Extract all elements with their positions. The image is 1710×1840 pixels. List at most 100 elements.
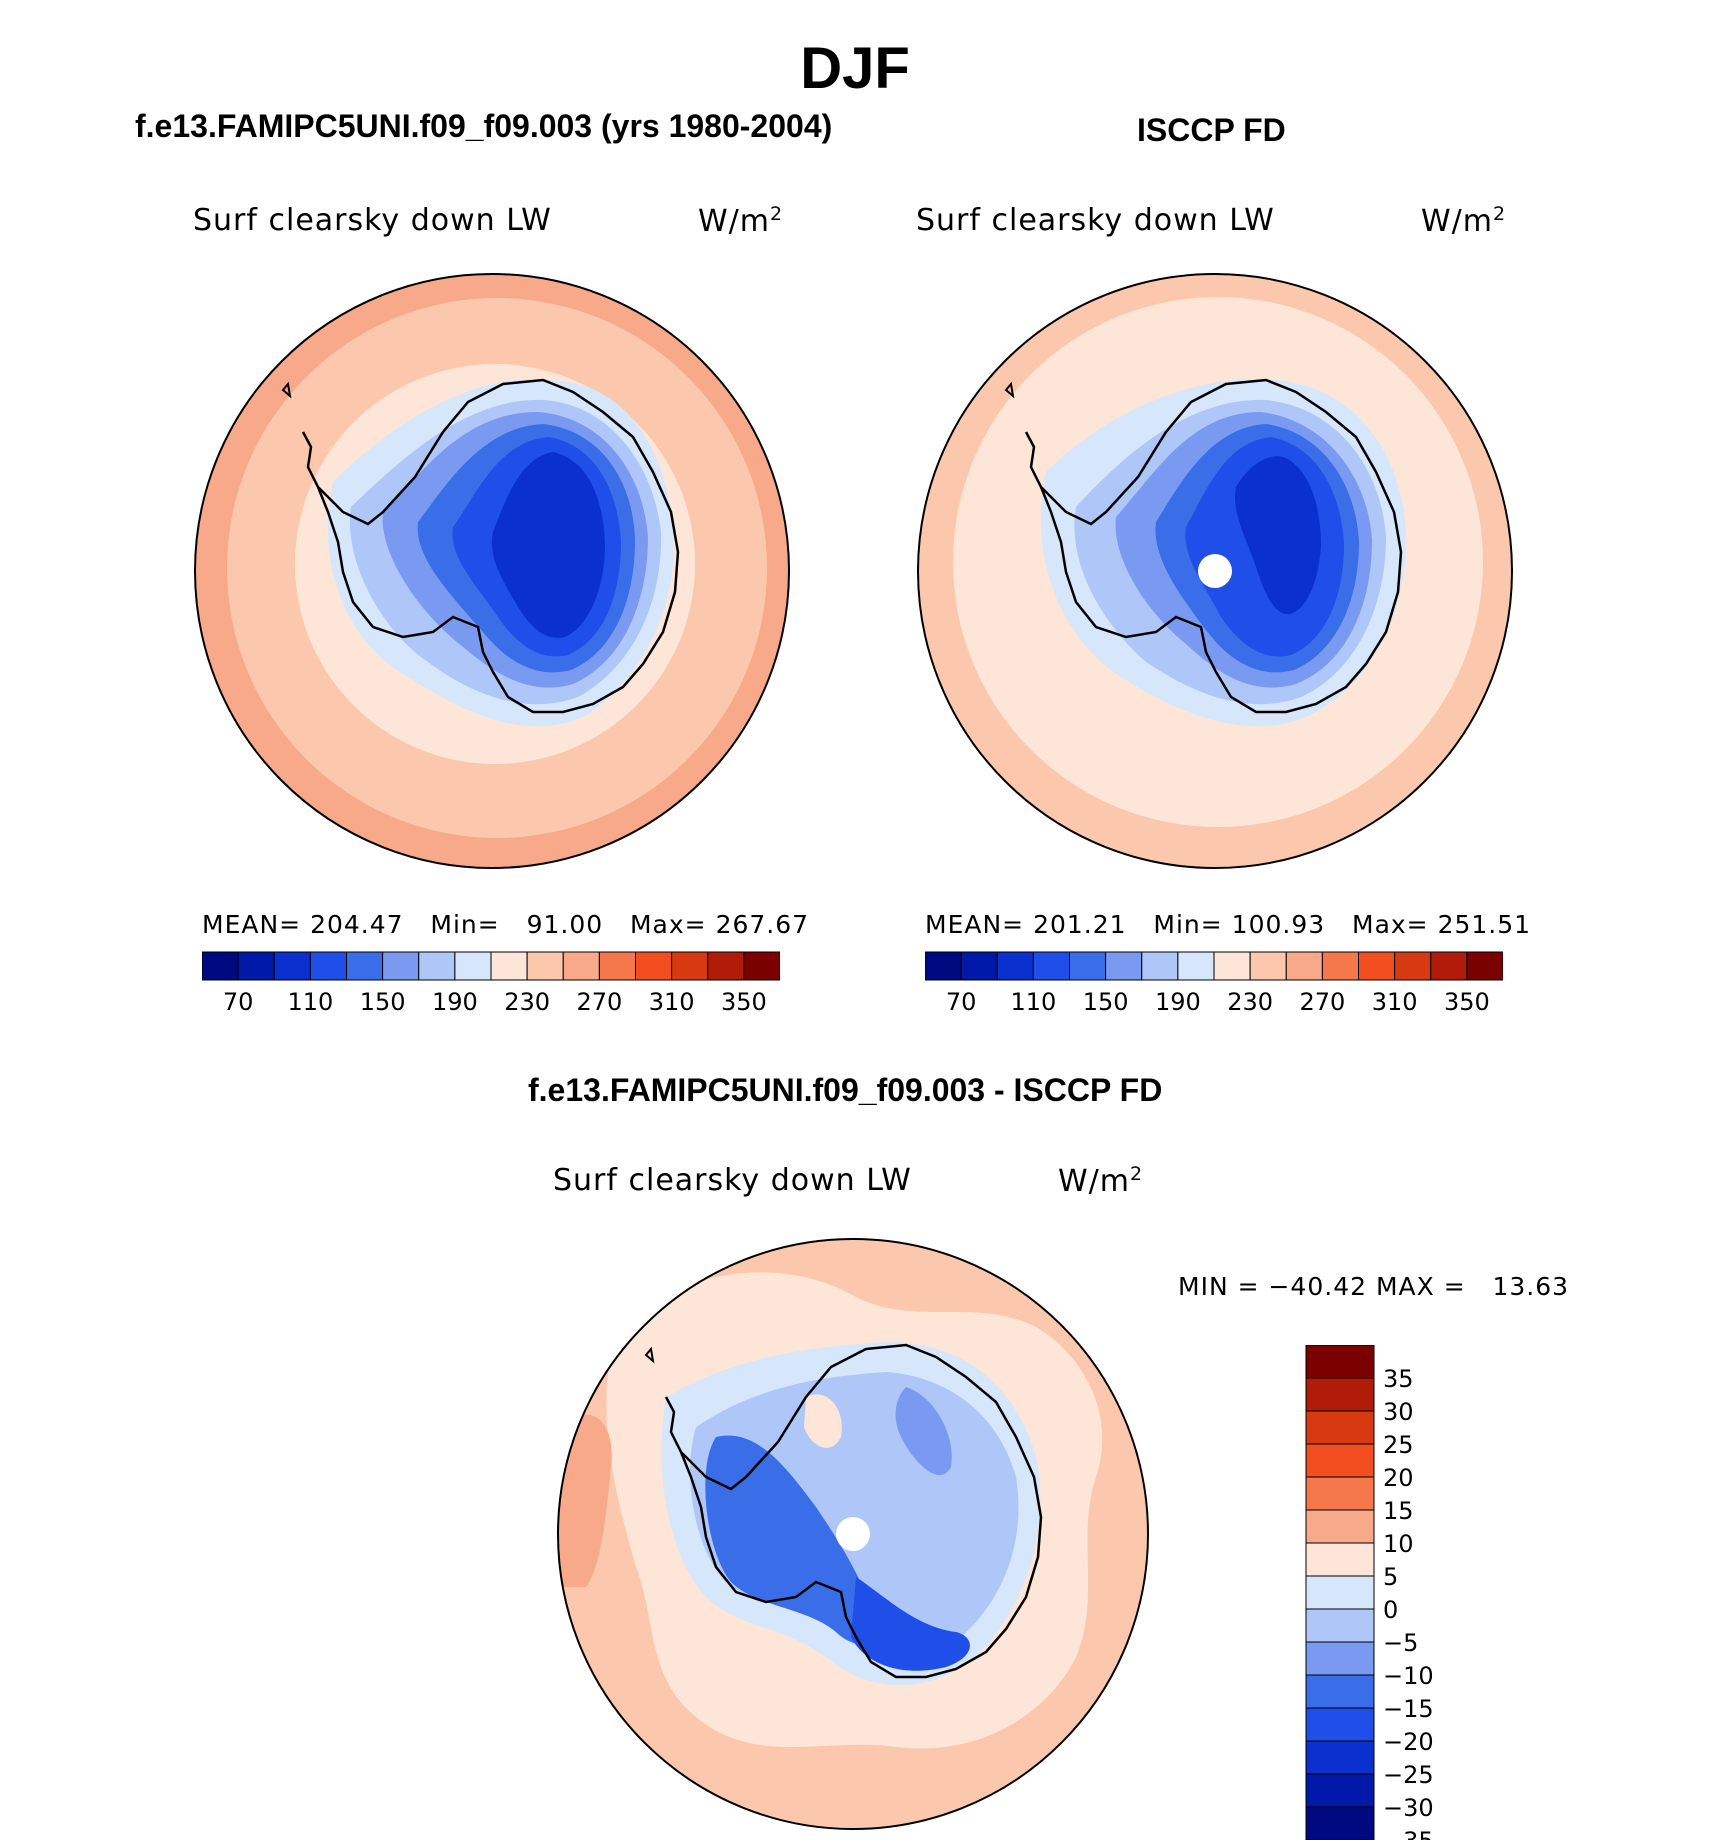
colorbar-box	[1321, 951, 1359, 981]
colorbar-tick-label: 110	[287, 988, 333, 1015]
colorbar-box	[1358, 951, 1396, 981]
colorbar-tick-label: −25	[1383, 1761, 1434, 1789]
coastline	[664, 1343, 1043, 1679]
colorbar-box	[1305, 1641, 1375, 1676]
colorbar-box	[925, 951, 962, 981]
pole-hole	[1198, 554, 1232, 588]
diff-zone-minus20-west	[705, 1435, 878, 1644]
colorbar-box	[1305, 1542, 1375, 1577]
colorbar-box	[1305, 1575, 1375, 1610]
island-outline	[1004, 381, 1015, 399]
diff-zone-minus15-east	[895, 1387, 952, 1476]
coastline	[301, 378, 680, 714]
colorbar-box	[743, 951, 780, 981]
colorbar-box	[1305, 1674, 1375, 1709]
colorbar-tick-label: 190	[1155, 988, 1201, 1015]
colorbar-tick-label: 25	[1383, 1431, 1414, 1459]
colorbar-tick-label: −10	[1383, 1662, 1434, 1690]
colorbar-box	[1032, 951, 1070, 981]
colorbar-box	[1305, 1509, 1375, 1544]
colorbar-tick-label: 70	[946, 988, 977, 1015]
colorbar-box	[1305, 1443, 1375, 1478]
colorbar-box	[1394, 951, 1432, 981]
panel1-variable-label: Surf clearsky down LW	[193, 203, 552, 238]
colorbar-box	[1305, 1476, 1375, 1511]
colorbar-box	[707, 951, 745, 981]
colorbar-box	[1305, 1377, 1375, 1412]
colorbar-tick-label: −30	[1383, 1794, 1434, 1822]
colorbar-tick-label: 310	[649, 988, 695, 1015]
panel2-title: ISCCP FD	[1137, 112, 1286, 148]
colorbar-tick-label: 350	[1444, 988, 1490, 1015]
colorbar-box	[1305, 1345, 1375, 1379]
panel1-title: f.e13.FAMIPC5UNI.f09_f09.003 (yrs 1980-2…	[135, 108, 833, 144]
diff-units: W/m2	[1058, 1163, 1144, 1199]
colorbar-box	[598, 951, 636, 981]
colorbar-box	[1305, 1740, 1375, 1775]
panel1-polar-map	[194, 273, 790, 869]
colorbar-box	[1305, 1608, 1375, 1643]
colorbar-tick-label: 5	[1383, 1563, 1398, 1591]
colorbar-tick-label: −35	[1383, 1827, 1434, 1840]
diff-polar-map	[557, 1238, 1149, 1830]
colorbar-box	[202, 951, 239, 981]
colorbar-tick-label: −20	[1383, 1728, 1434, 1756]
diff-zone-warm	[558, 1414, 612, 1587]
colorbar-box	[671, 951, 709, 981]
colorbar-box	[273, 951, 311, 981]
colorbar-box	[1305, 1806, 1375, 1840]
colorbar-box	[1305, 1707, 1375, 1742]
colorbar-box	[1305, 1410, 1375, 1445]
panel2-polar-map	[917, 273, 1513, 869]
colorbar-box	[346, 951, 384, 981]
colorbar-tick-label: 190	[432, 988, 478, 1015]
figure-title: DJF	[800, 36, 910, 101]
diff-zone-positive-patch	[804, 1394, 842, 1448]
coastline	[1024, 378, 1403, 714]
colorbar-tick-label: 0	[1383, 1596, 1398, 1624]
colorbar-tick-label: 70	[223, 988, 254, 1015]
panel2-colorbar: 70 110 150 190 230 270 310 350	[925, 951, 1503, 1015]
diff-zone-minus25-south	[851, 1577, 970, 1671]
colorbar-tick-label: −5	[1383, 1629, 1418, 1657]
map-border	[194, 273, 790, 869]
diff-colorbar: 35 30 25 20 15 10 5 0 −5 −10 −15 −20 −25 −30 −35	[1305, 1345, 1434, 1840]
continent-level-6	[491, 452, 605, 638]
pole-hole	[836, 1517, 870, 1551]
colorbar-tick-label: 10	[1383, 1530, 1414, 1558]
colorbar-tick-label: 270	[1299, 988, 1345, 1015]
colorbar-tick-label: 230	[504, 988, 550, 1015]
colorbar-box	[960, 951, 998, 981]
colorbar-box	[382, 951, 420, 981]
colorbar-box	[237, 951, 275, 981]
colorbar-box	[454, 951, 492, 981]
colorbar-box	[1466, 951, 1503, 981]
colorbar-box	[1430, 951, 1468, 981]
colorbar-tick-label: 20	[1383, 1464, 1414, 1492]
colorbar-box	[490, 951, 528, 981]
panel1-units: W/m2	[698, 203, 784, 239]
colorbar-tick-label: 230	[1227, 988, 1273, 1015]
colorbar-box	[562, 951, 600, 981]
island-outline	[281, 381, 292, 399]
colorbar-box	[1105, 951, 1143, 981]
colorbar-tick-label: 15	[1383, 1497, 1414, 1525]
colorbar-tick-label: 30	[1383, 1398, 1414, 1426]
diff-panel-title: f.e13.FAMIPC5UNI.f09_f09.003 - ISCCP FD	[528, 1072, 1163, 1108]
panel2-units: W/m2	[1421, 203, 1507, 239]
map-border	[557, 1238, 1149, 1830]
colorbar-tick-label: 350	[721, 988, 767, 1015]
colorbar-box	[1177, 951, 1215, 981]
island-outline	[644, 1346, 655, 1364]
colorbar-box	[1285, 951, 1323, 981]
panel1-colorbar: 70 110 150 190 230 270 310 350	[202, 951, 780, 1015]
colorbar-tick-label: −15	[1383, 1695, 1434, 1723]
panel2-variable-label: Surf clearsky down LW	[916, 203, 1275, 238]
colorbar-box	[418, 951, 456, 981]
colorbar-box	[635, 951, 673, 981]
colorbar-tick-label: 310	[1372, 988, 1418, 1015]
colorbar-tick-label: 110	[1010, 988, 1056, 1015]
colorbar-box	[1305, 1773, 1375, 1808]
colorbar-tick-label: 35	[1383, 1365, 1414, 1393]
colorbar-box	[1069, 951, 1107, 981]
